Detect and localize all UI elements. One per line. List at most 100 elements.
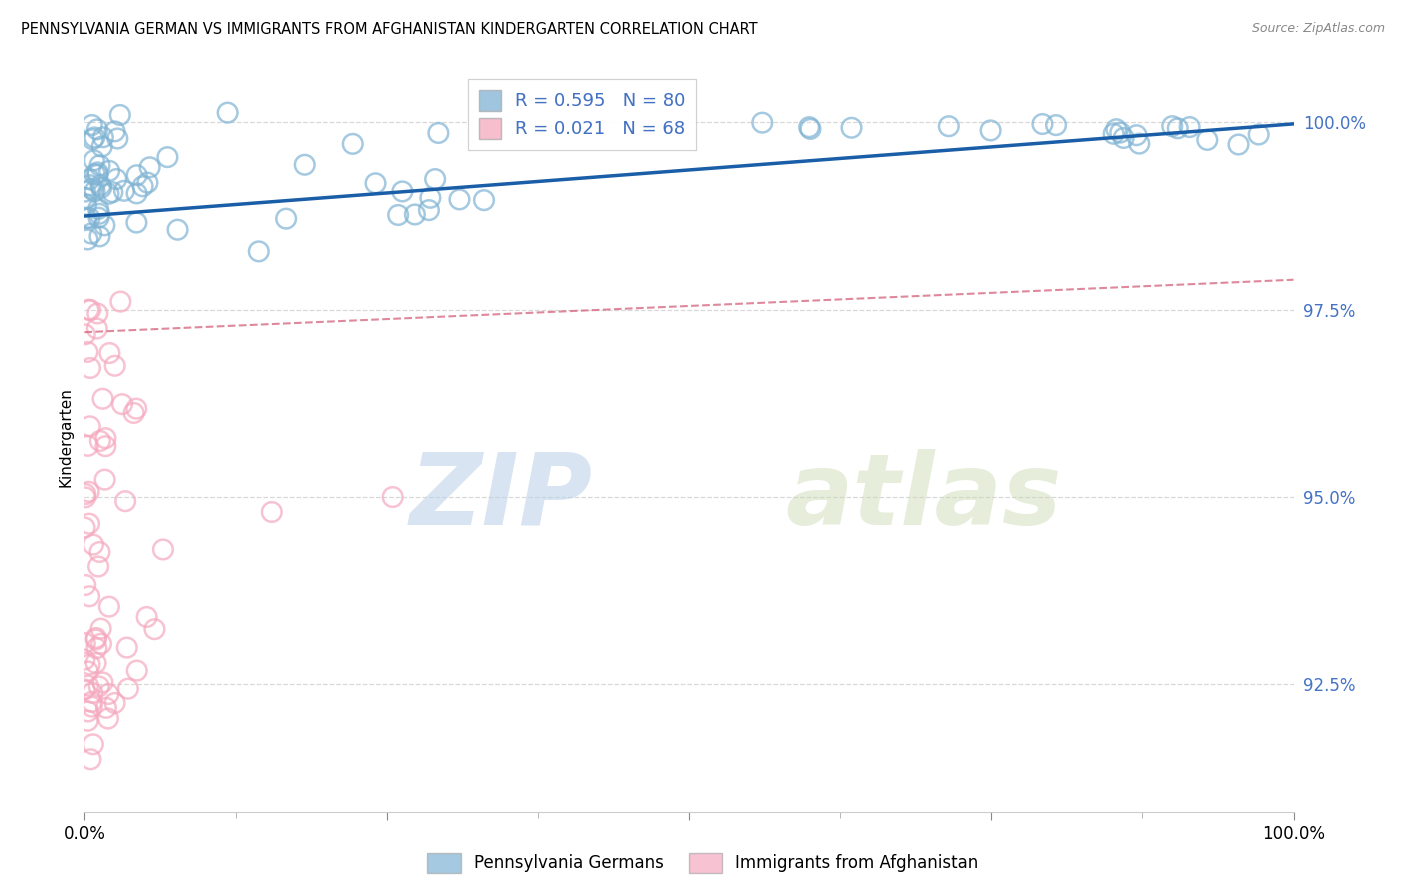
Point xyxy=(423,172,446,186)
Point xyxy=(79,419,101,434)
Text: Source: ZipAtlas.com: Source: ZipAtlas.com xyxy=(1251,22,1385,36)
Text: PENNSYLVANIA GERMAN VS IMMIGRANTS FROM AFGHANISTAN KINDERGARTEN CORRELATION CHAR: PENNSYLVANIA GERMAN VS IMMIGRANTS FROM A… xyxy=(21,22,758,37)
Point xyxy=(89,158,111,172)
Point xyxy=(75,198,97,212)
Point xyxy=(418,203,440,218)
Point xyxy=(80,695,103,709)
Point xyxy=(125,168,148,182)
Point xyxy=(77,705,100,719)
Point xyxy=(91,130,114,145)
Point xyxy=(381,490,404,504)
Point xyxy=(294,158,316,172)
Point xyxy=(94,701,117,715)
Point xyxy=(1178,120,1201,134)
Point xyxy=(73,327,96,342)
Point xyxy=(75,487,97,501)
Point xyxy=(87,559,110,574)
Point xyxy=(1045,118,1067,132)
Point xyxy=(342,136,364,151)
Point xyxy=(1102,127,1125,141)
Point xyxy=(98,346,121,360)
Point xyxy=(131,179,153,194)
Point xyxy=(77,589,100,603)
Point xyxy=(841,120,863,135)
Point xyxy=(89,229,111,244)
Point xyxy=(79,752,101,766)
Point xyxy=(427,126,450,140)
Point xyxy=(1031,117,1053,131)
Point xyxy=(980,123,1002,137)
Point xyxy=(135,610,157,624)
Point xyxy=(472,193,495,207)
Point xyxy=(105,172,128,186)
Legend: Pennsylvania Germans, Immigrants from Afghanistan: Pennsylvania Germans, Immigrants from Af… xyxy=(420,847,986,880)
Point xyxy=(80,118,103,132)
Point xyxy=(80,699,103,714)
Point xyxy=(84,656,107,670)
Point xyxy=(83,167,105,181)
Point xyxy=(73,185,96,199)
Point xyxy=(90,622,112,636)
Point xyxy=(404,207,426,221)
Point xyxy=(114,494,136,508)
Point xyxy=(75,491,97,505)
Point xyxy=(76,232,98,246)
Point xyxy=(217,105,239,120)
Point xyxy=(80,227,103,241)
Point xyxy=(117,681,139,696)
Point xyxy=(87,211,110,225)
Point xyxy=(87,202,110,216)
Point xyxy=(125,215,148,229)
Point xyxy=(86,306,108,320)
Point xyxy=(77,679,100,693)
Point xyxy=(1112,131,1135,145)
Point xyxy=(84,632,107,647)
Point xyxy=(75,211,97,226)
Point xyxy=(79,303,101,318)
Point xyxy=(156,150,179,164)
Point xyxy=(1227,137,1250,152)
Point xyxy=(105,131,128,145)
Legend: R = 0.595   N = 80, R = 0.021   N = 68: R = 0.595 N = 80, R = 0.021 N = 68 xyxy=(468,79,696,150)
Point xyxy=(364,176,387,190)
Point xyxy=(97,687,120,701)
Point xyxy=(799,122,821,136)
Point xyxy=(79,361,101,376)
Point xyxy=(98,164,121,178)
Point xyxy=(260,505,283,519)
Point xyxy=(90,637,112,651)
Point xyxy=(82,132,104,146)
Point xyxy=(125,664,148,678)
Point xyxy=(86,168,108,182)
Point xyxy=(97,186,120,201)
Point xyxy=(125,186,148,201)
Point xyxy=(87,680,110,694)
Point xyxy=(86,321,108,335)
Point xyxy=(1105,122,1128,136)
Point xyxy=(101,185,124,199)
Point xyxy=(387,208,409,222)
Point xyxy=(419,191,441,205)
Point xyxy=(91,675,114,690)
Point xyxy=(73,636,96,650)
Point xyxy=(93,473,115,487)
Point xyxy=(91,392,114,406)
Point xyxy=(1109,126,1132,140)
Point xyxy=(82,686,104,700)
Point xyxy=(73,682,96,697)
Point xyxy=(122,406,145,420)
Point xyxy=(77,302,100,317)
Point xyxy=(94,431,117,445)
Point xyxy=(1197,133,1219,147)
Point xyxy=(125,401,148,416)
Point xyxy=(136,176,159,190)
Point xyxy=(76,665,98,679)
Point xyxy=(108,108,131,122)
Point xyxy=(112,184,135,198)
Point xyxy=(77,516,100,531)
Point xyxy=(797,120,820,135)
Point xyxy=(115,640,138,655)
Point xyxy=(152,542,174,557)
Point xyxy=(84,631,107,645)
Point xyxy=(110,294,132,309)
